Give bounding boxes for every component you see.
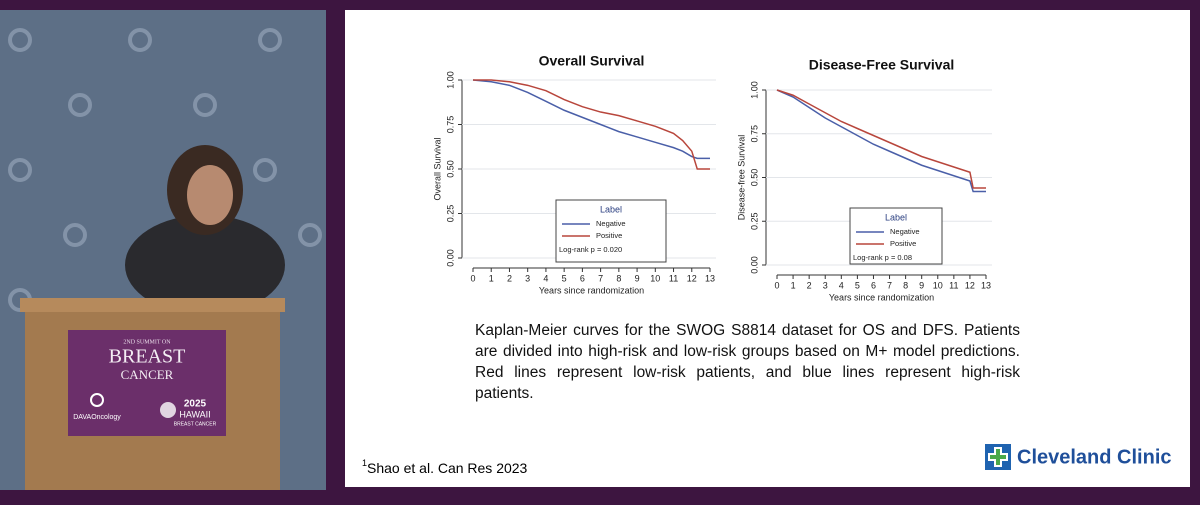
sign-line3: CANCER [121,367,174,382]
y-tick-label: 0.00 [445,249,455,267]
x-tick-label: 13 [705,273,715,283]
logo-mark [985,444,1011,470]
podium-top [20,298,285,312]
x-tick-label: 11 [949,280,958,290]
sign-line2: BREAST [109,346,186,368]
x-axis-label: Years since randomization [539,285,644,295]
footnote-text: Shao et al. Can Res 2023 [367,460,528,476]
x-tick-label: 4 [839,280,844,290]
legend-label: Positive [596,231,622,240]
y-tick-label: 0.50 [749,169,759,187]
logo-text: Cleveland Clinic [1017,446,1172,468]
x-tick-label: 8 [616,273,621,283]
legend-label: Positive [890,239,916,248]
legend-title: Label [600,204,622,214]
y-tick-label: 0.25 [445,205,455,223]
x-tick-label: 2 [507,273,512,283]
x-tick-label: 6 [871,280,876,290]
caption: Kaplan-Meier curves for the SWOG S8814 d… [475,322,1020,402]
x-axis-label: Years since randomization [829,292,934,302]
legend-label: Negative [890,227,920,236]
y-axis-label: Disease-free Survival [736,135,746,221]
x-tick-label: 13 [981,280,991,290]
x-tick-label: 6 [580,273,585,283]
legend-title: Label [885,212,907,222]
x-tick-label: 0 [470,273,475,283]
y-tick-label: 0.25 [749,212,759,230]
speaker-face [187,165,233,225]
x-tick-label: 1 [791,280,796,290]
x-tick-label: 3 [823,280,828,290]
x-tick-label: 3 [525,273,530,283]
event-sub: BREAST CANCER [174,421,217,427]
x-tick-label: 8 [903,280,908,290]
x-tick-label: 0 [774,280,779,290]
legend-box [555,199,667,263]
x-tick-label: 5 [562,273,567,283]
x-tick-label: 12 [687,273,697,283]
y-tick-label: 0.00 [749,256,759,274]
chart-title: Disease-Free Survival [809,57,955,73]
y-tick-label: 0.75 [749,125,759,143]
y-axis-label: Overall Survival [432,137,442,200]
slide [345,10,1190,487]
podium-sign [68,330,226,436]
chart-title: Overall Survival [539,53,645,69]
y-tick-label: 1.00 [749,81,759,99]
x-tick-label: 9 [635,273,640,283]
x-tick-label: 12 [965,280,975,290]
y-tick-label: 1.00 [445,71,455,89]
footnote-mark: 1 [362,458,367,468]
survival-curve [776,89,986,193]
survival-curve [472,79,710,160]
annotation: Log-rank p = 0.08 [853,253,912,262]
x-tick-label: 4 [543,273,548,283]
x-tick-label: 11 [669,273,678,283]
x-tick-label: 9 [919,280,924,290]
legend-box [849,207,943,265]
sponsor: DAVAOncology [73,414,121,421]
legend-label: Negative [596,219,626,228]
event-name: HAWAII [179,409,210,419]
sponsor-icon [90,393,104,407]
event-icon [160,402,176,418]
x-tick-label: 7 [598,273,603,283]
x-tick-label: 10 [933,280,943,290]
event-year: 2025 [184,399,207,410]
sign-line1: 2ND SUMMIT ON [123,339,171,345]
x-tick-label: 5 [855,280,860,290]
x-tick-label: 10 [650,273,660,283]
x-tick-label: 7 [887,280,892,290]
footnote: 1Shao et al. Can Res 2023 [362,458,528,475]
speaker-body [125,215,285,315]
survival-curve [473,79,710,170]
y-tick-label: 0.75 [445,116,455,134]
x-tick-label: 2 [807,280,812,290]
backdrop-logos [8,28,322,312]
y-tick-label: 0.50 [445,160,455,178]
survival-curve [776,89,986,189]
annotation: Log-rank p = 0.020 [559,245,622,254]
x-tick-label: 1 [489,273,494,283]
